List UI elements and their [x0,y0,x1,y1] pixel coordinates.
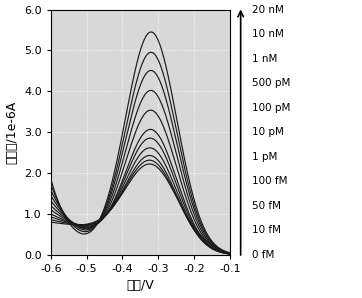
Text: 1 nM: 1 nM [252,54,277,63]
Text: 20 nM: 20 nM [252,4,283,15]
Text: 10 fM: 10 fM [252,225,281,235]
Text: 1 pM: 1 pM [252,152,277,162]
Text: 50 fM: 50 fM [252,201,281,211]
X-axis label: 电压/V: 电压/V [126,280,154,292]
Y-axis label: 电流値/1e-6A: 电流値/1e-6A [5,101,18,164]
Text: 10 pM: 10 pM [252,127,283,137]
Text: 0 fM: 0 fM [252,250,274,260]
Text: 100 fM: 100 fM [252,176,287,186]
Text: 100 pM: 100 pM [252,103,290,113]
Text: 10 nM: 10 nM [252,29,283,39]
Text: 500 pM: 500 pM [252,78,290,88]
